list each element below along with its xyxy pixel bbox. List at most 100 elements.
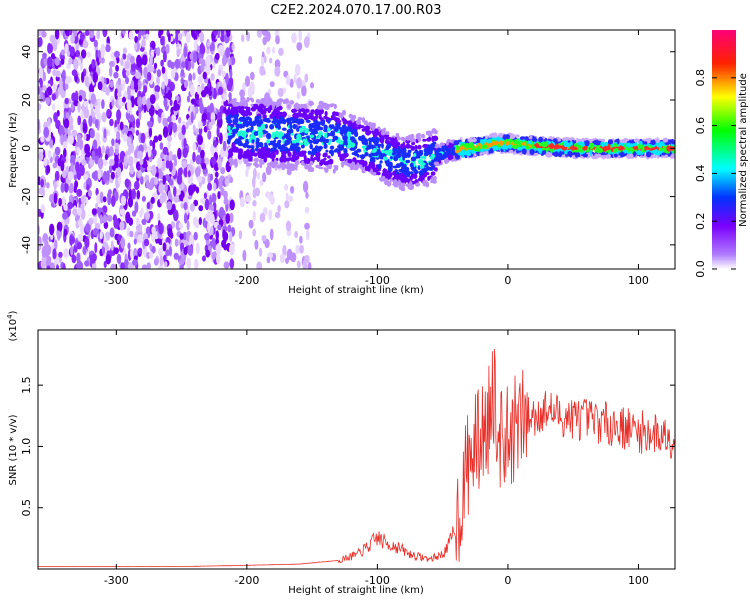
- heatmap-cell: [282, 99, 286, 105]
- heatmap-cell: [671, 138, 674, 145]
- heatmap-cell: [631, 140, 635, 144]
- heatmap-cell: [144, 211, 150, 220]
- heatmap-cell: [63, 133, 67, 144]
- heatmap-cell: [223, 261, 230, 269]
- heatmap-cell: [194, 39, 198, 51]
- heatmap-cell: [107, 191, 112, 200]
- heatmap-cell: [286, 150, 290, 154]
- heatmap-cell: [194, 258, 199, 269]
- heatmap-cell: [469, 142, 474, 148]
- heatmap-cell: [171, 114, 177, 122]
- heatmap-cell: [170, 61, 175, 70]
- heatmap-cell: [187, 245, 194, 256]
- heatmap-cell: [52, 248, 57, 260]
- heatmap-cell: [52, 162, 58, 169]
- heatmap-cell: [109, 227, 115, 238]
- heatmap-cell: [67, 201, 74, 210]
- heatmap-cell: [220, 35, 226, 42]
- heatmap-cell: [232, 110, 239, 115]
- heatmap-cell: [76, 188, 83, 197]
- heatmap-cell: [109, 118, 114, 127]
- heatmap-cell: [126, 136, 132, 148]
- heatmap-cell: [275, 110, 280, 114]
- heatmap-cell: [249, 145, 255, 149]
- heatmap-cell: [76, 134, 82, 143]
- heatmap-cell: [81, 90, 87, 101]
- heatmap-cell: [137, 170, 142, 178]
- heatmap-cell: [361, 117, 366, 123]
- heatmap-cell: [269, 114, 274, 119]
- heatmap-cell: [97, 139, 101, 147]
- heatmap-cell: [67, 171, 74, 181]
- heatmap-cell: [189, 52, 194, 60]
- heatmap-cell: [544, 141, 549, 147]
- heatmap-cell: [488, 149, 494, 154]
- heatmap-cell: [244, 75, 251, 87]
- heatmap-cell: [239, 124, 243, 129]
- heatmap-cell: [576, 145, 582, 149]
- heatmap-cell: [143, 144, 148, 151]
- heatmap-cell: [310, 82, 314, 89]
- heatmap-cell: [295, 117, 299, 124]
- heatmap-cell: [372, 139, 378, 144]
- heatmap-cell: [240, 105, 246, 110]
- heatmap-cell: [63, 228, 68, 237]
- heatmap-cell: [70, 46, 75, 56]
- heatmap-cell: [95, 119, 99, 129]
- colorbar-gradient: [712, 30, 736, 269]
- heatmap-cell: [239, 197, 245, 208]
- spectrogram-frame: [37, 29, 676, 270]
- heatmap-cell: [53, 192, 58, 204]
- heatmap-cell: [323, 167, 327, 171]
- x-tick-label: -100: [365, 274, 390, 287]
- heatmap-cell: [395, 171, 400, 175]
- heatmap-cell: [619, 151, 625, 158]
- heatmap-cell: [139, 158, 144, 166]
- heatmap-cell: [244, 106, 249, 110]
- y-tick-label: -40: [20, 236, 33, 254]
- heatmap-cell: [130, 248, 133, 259]
- heatmap-cell: [78, 197, 82, 205]
- heatmap-cell: [40, 258, 47, 269]
- heatmap-cell: [664, 155, 669, 158]
- heatmap-cell: [354, 131, 359, 138]
- heatmap-cell: [368, 137, 373, 142]
- heatmap-cell: [60, 182, 65, 193]
- heatmap-cell: [121, 79, 125, 92]
- heatmap-cell: [91, 171, 98, 180]
- heatmap-cell: [116, 253, 122, 264]
- heatmap-cell: [82, 40, 89, 49]
- heatmap-cell: [66, 76, 72, 84]
- heatmap-cell: [644, 145, 648, 152]
- heatmap-cell: [284, 164, 290, 169]
- heatmap-cell: [217, 158, 222, 170]
- heatmap-cell: [346, 127, 351, 132]
- heatmap-cell: [626, 142, 632, 148]
- heatmap-cell: [38, 85, 41, 95]
- heatmap-cell: [382, 168, 388, 174]
- heatmap-cell: [351, 152, 356, 156]
- heatmap-cell: [156, 46, 161, 56]
- heatmap-cell: [232, 101, 237, 107]
- heatmap-cell: [76, 146, 80, 154]
- heatmap-cell: [381, 142, 384, 149]
- heatmap-cell: [302, 180, 309, 193]
- heatmap-cell: [81, 71, 85, 83]
- heatmap-cell: [398, 149, 403, 155]
- heatmap-cell: [140, 207, 144, 216]
- heatmap-cell: [102, 196, 107, 203]
- heatmap-cell: [250, 134, 254, 138]
- heatmap-cell: [113, 247, 120, 255]
- heatmap-cell: [480, 141, 485, 145]
- heatmap-cell: [263, 156, 267, 163]
- heatmap-cell: [307, 139, 314, 144]
- heatmap-cell: [124, 127, 128, 135]
- heatmap-cell: [230, 159, 234, 165]
- heatmap-cell: [88, 217, 94, 226]
- heatmap-cell: [234, 147, 239, 151]
- heatmap-cell: [433, 156, 440, 163]
- heatmap-cell: [253, 162, 258, 167]
- heatmap-cell: [257, 115, 262, 120]
- heatmap-cell: [160, 35, 165, 46]
- heatmap-cell: [439, 143, 445, 147]
